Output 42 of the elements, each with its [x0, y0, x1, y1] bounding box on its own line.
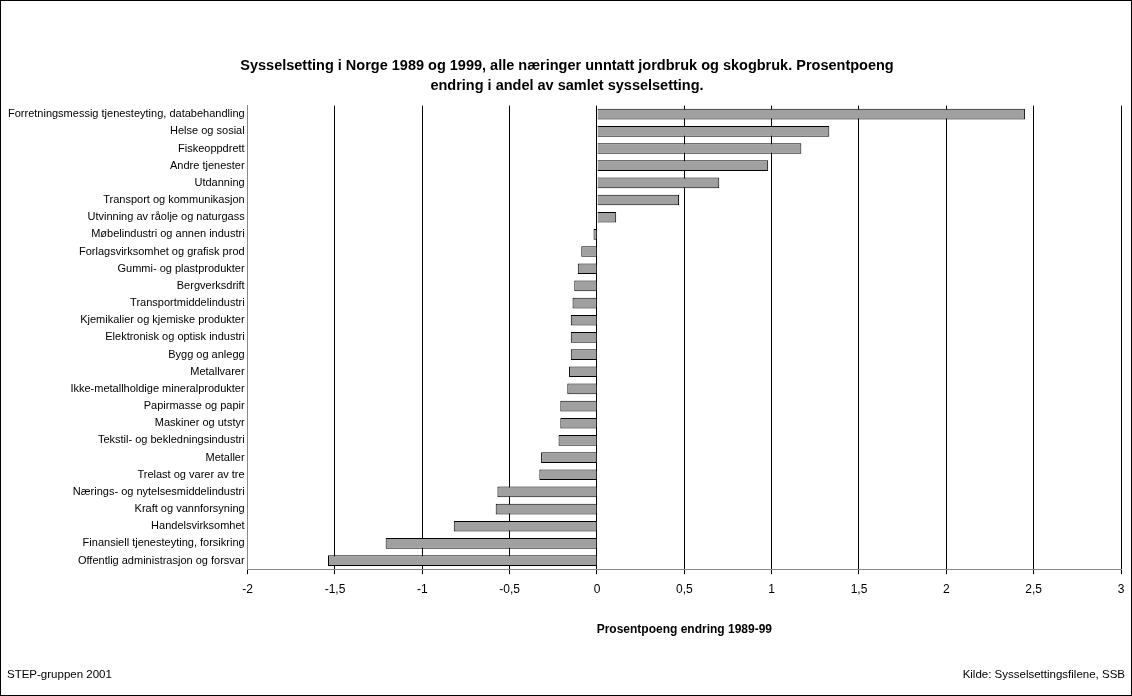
y-tick-label: Tekstil- og bekledningsindustri	[97, 433, 245, 446]
y-tick-label: Kraft og vannforsyning	[134, 502, 245, 515]
y-tick-label: Finansiell tjenesteyting, forsikring	[82, 536, 245, 549]
y-tick-label: Papirmasse og papir	[143, 399, 245, 412]
y-tick-label: Elektronisk og optisk industri	[105, 330, 245, 343]
y-tick-label: Utvinning av råolje og naturgass	[87, 210, 246, 223]
y-tick-label: Metaller	[205, 450, 245, 463]
x-axis-title: Prosentpoeng endring 1989-99	[596, 622, 773, 637]
y-tick-label: Utdanning	[194, 175, 245, 188]
x-tick-label: 1,5	[850, 581, 868, 596]
text: Kilde: Sysselsettingsfilene, SSB	[962, 668, 1125, 680]
x-tick-label: 0,5	[675, 581, 693, 596]
y-tick-label: Ikke-metallholdige mineralprodukter	[70, 381, 245, 394]
x-tick-label: -1	[416, 581, 428, 596]
x-tick-label: 0	[593, 581, 601, 596]
x-tick-label: -1,5	[324, 581, 346, 596]
y-tick-label: Møbelindustri og annen industri	[91, 227, 245, 240]
x-tick-label: 2,5	[1025, 581, 1043, 596]
y-tick-label: Transport og kommunikasjon	[103, 193, 245, 206]
y-tick-label: Gummi- og plastprodukter	[117, 261, 245, 274]
x-tick-label: 1	[768, 581, 776, 596]
y-tick-label: Bygg og anlegg	[168, 347, 245, 360]
y-tick-label: Trelast og varer av tre	[137, 467, 245, 480]
y-tick-label: Maskiner og utstyr	[154, 416, 245, 429]
y-tick-label: Metallvarer	[190, 364, 245, 377]
x-tick-label: -0,5	[499, 581, 521, 596]
text: STEP-gruppen 2001	[7, 668, 112, 680]
y-tick-label: Forretningsmessig tjenesteyting, databehandling	[7, 107, 245, 120]
y-tick-label: Offentlig administrasjon og forsvar	[77, 553, 245, 566]
x-tick-label: 3	[1117, 581, 1125, 596]
y-tick-label: Handelsvirksomhet	[151, 519, 245, 532]
y-tick-label: Kjemikalier og kjemiske produkter	[80, 313, 245, 326]
chart-title: Sysselsetting i Norge 1989 og 1999, alle næringer unntatt jordbruk og skogbruk. Prosentpoeng endring i andel av samlet sysselsetting.	[239, 56, 895, 95]
y-tick-label: Helse og sosial	[170, 124, 245, 137]
y-tick-label: Forlagsvirksomhet og grafisk prod	[78, 244, 245, 257]
x-tick-label: -2	[242, 581, 254, 596]
y-tick-label: Andre tjenester	[170, 158, 245, 171]
y-tick-label: Bergverksdrift	[176, 278, 245, 291]
x-tick-label: 2	[942, 581, 950, 596]
y-tick-label: Fiskeoppdrett	[177, 141, 245, 154]
y-tick-label: Nærings- og nytelsesmiddelindustri	[72, 484, 245, 497]
y-tick-label: Transportmiddelindustri	[130, 296, 245, 309]
